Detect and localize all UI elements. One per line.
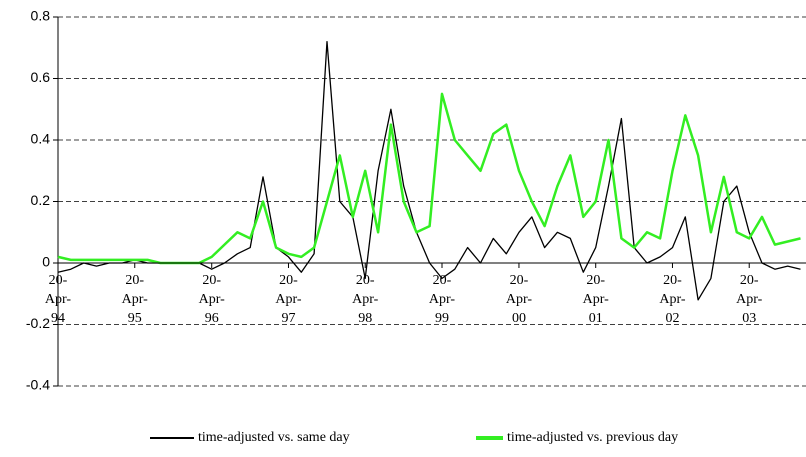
series-line bbox=[57, 40, 801, 301]
x-tick-label: 20-Apr-95 bbox=[121, 273, 148, 326]
x-tick-label: 20-Apr-03 bbox=[736, 273, 763, 326]
x-tick-label-box: 20-Apr-02 bbox=[659, 273, 686, 326]
y-tick-label: -0.4 bbox=[26, 377, 50, 393]
y-tick-label: 0 bbox=[42, 254, 50, 270]
x-tick-label-box: 20-Apr-99 bbox=[428, 273, 456, 326]
x-tick-label-box: 20-Apr-95 bbox=[121, 273, 148, 326]
x-tick-label: 20-Apr-02 bbox=[659, 273, 686, 326]
y-tick-label: -0.2 bbox=[26, 315, 50, 331]
y-tick-label: 0.4 bbox=[31, 131, 51, 147]
x-tick-label-box: 20-Apr-97 bbox=[275, 273, 302, 326]
x-tick-label: 20-Apr-00 bbox=[505, 273, 533, 326]
x-tick-label-box: 20-Apr-03 bbox=[736, 273, 763, 326]
x-tick-label: 20-Apr-98 bbox=[352, 273, 379, 326]
x-tick-label-box: 20-Apr-00 bbox=[505, 273, 533, 326]
x-tick-label-box: 20-Apr-94 bbox=[44, 273, 72, 326]
x-tick-label-box: 20-Apr-01 bbox=[582, 273, 609, 326]
x-tick-label-box: 20-Apr-98 bbox=[352, 273, 379, 326]
x-tick-label: 20-Apr-97 bbox=[275, 273, 302, 326]
x-tick-label: 20-Apr-99 bbox=[428, 273, 456, 326]
x-tick-label: 20-Apr-94 bbox=[44, 273, 72, 326]
y-tick-label: 0.2 bbox=[31, 192, 51, 208]
x-tick-label: 20-Apr-01 bbox=[582, 273, 609, 326]
y-tick-label: 0.8 bbox=[31, 8, 51, 24]
legend-label: time-adjusted vs. same day bbox=[198, 430, 350, 445]
x-tick-label: 20-Apr-96 bbox=[198, 273, 225, 326]
x-tick-label-box: 20-Apr-96 bbox=[198, 273, 225, 326]
y-tick-label: 0.6 bbox=[31, 69, 51, 85]
legend-label: time-adjusted vs. previous day bbox=[507, 430, 678, 445]
